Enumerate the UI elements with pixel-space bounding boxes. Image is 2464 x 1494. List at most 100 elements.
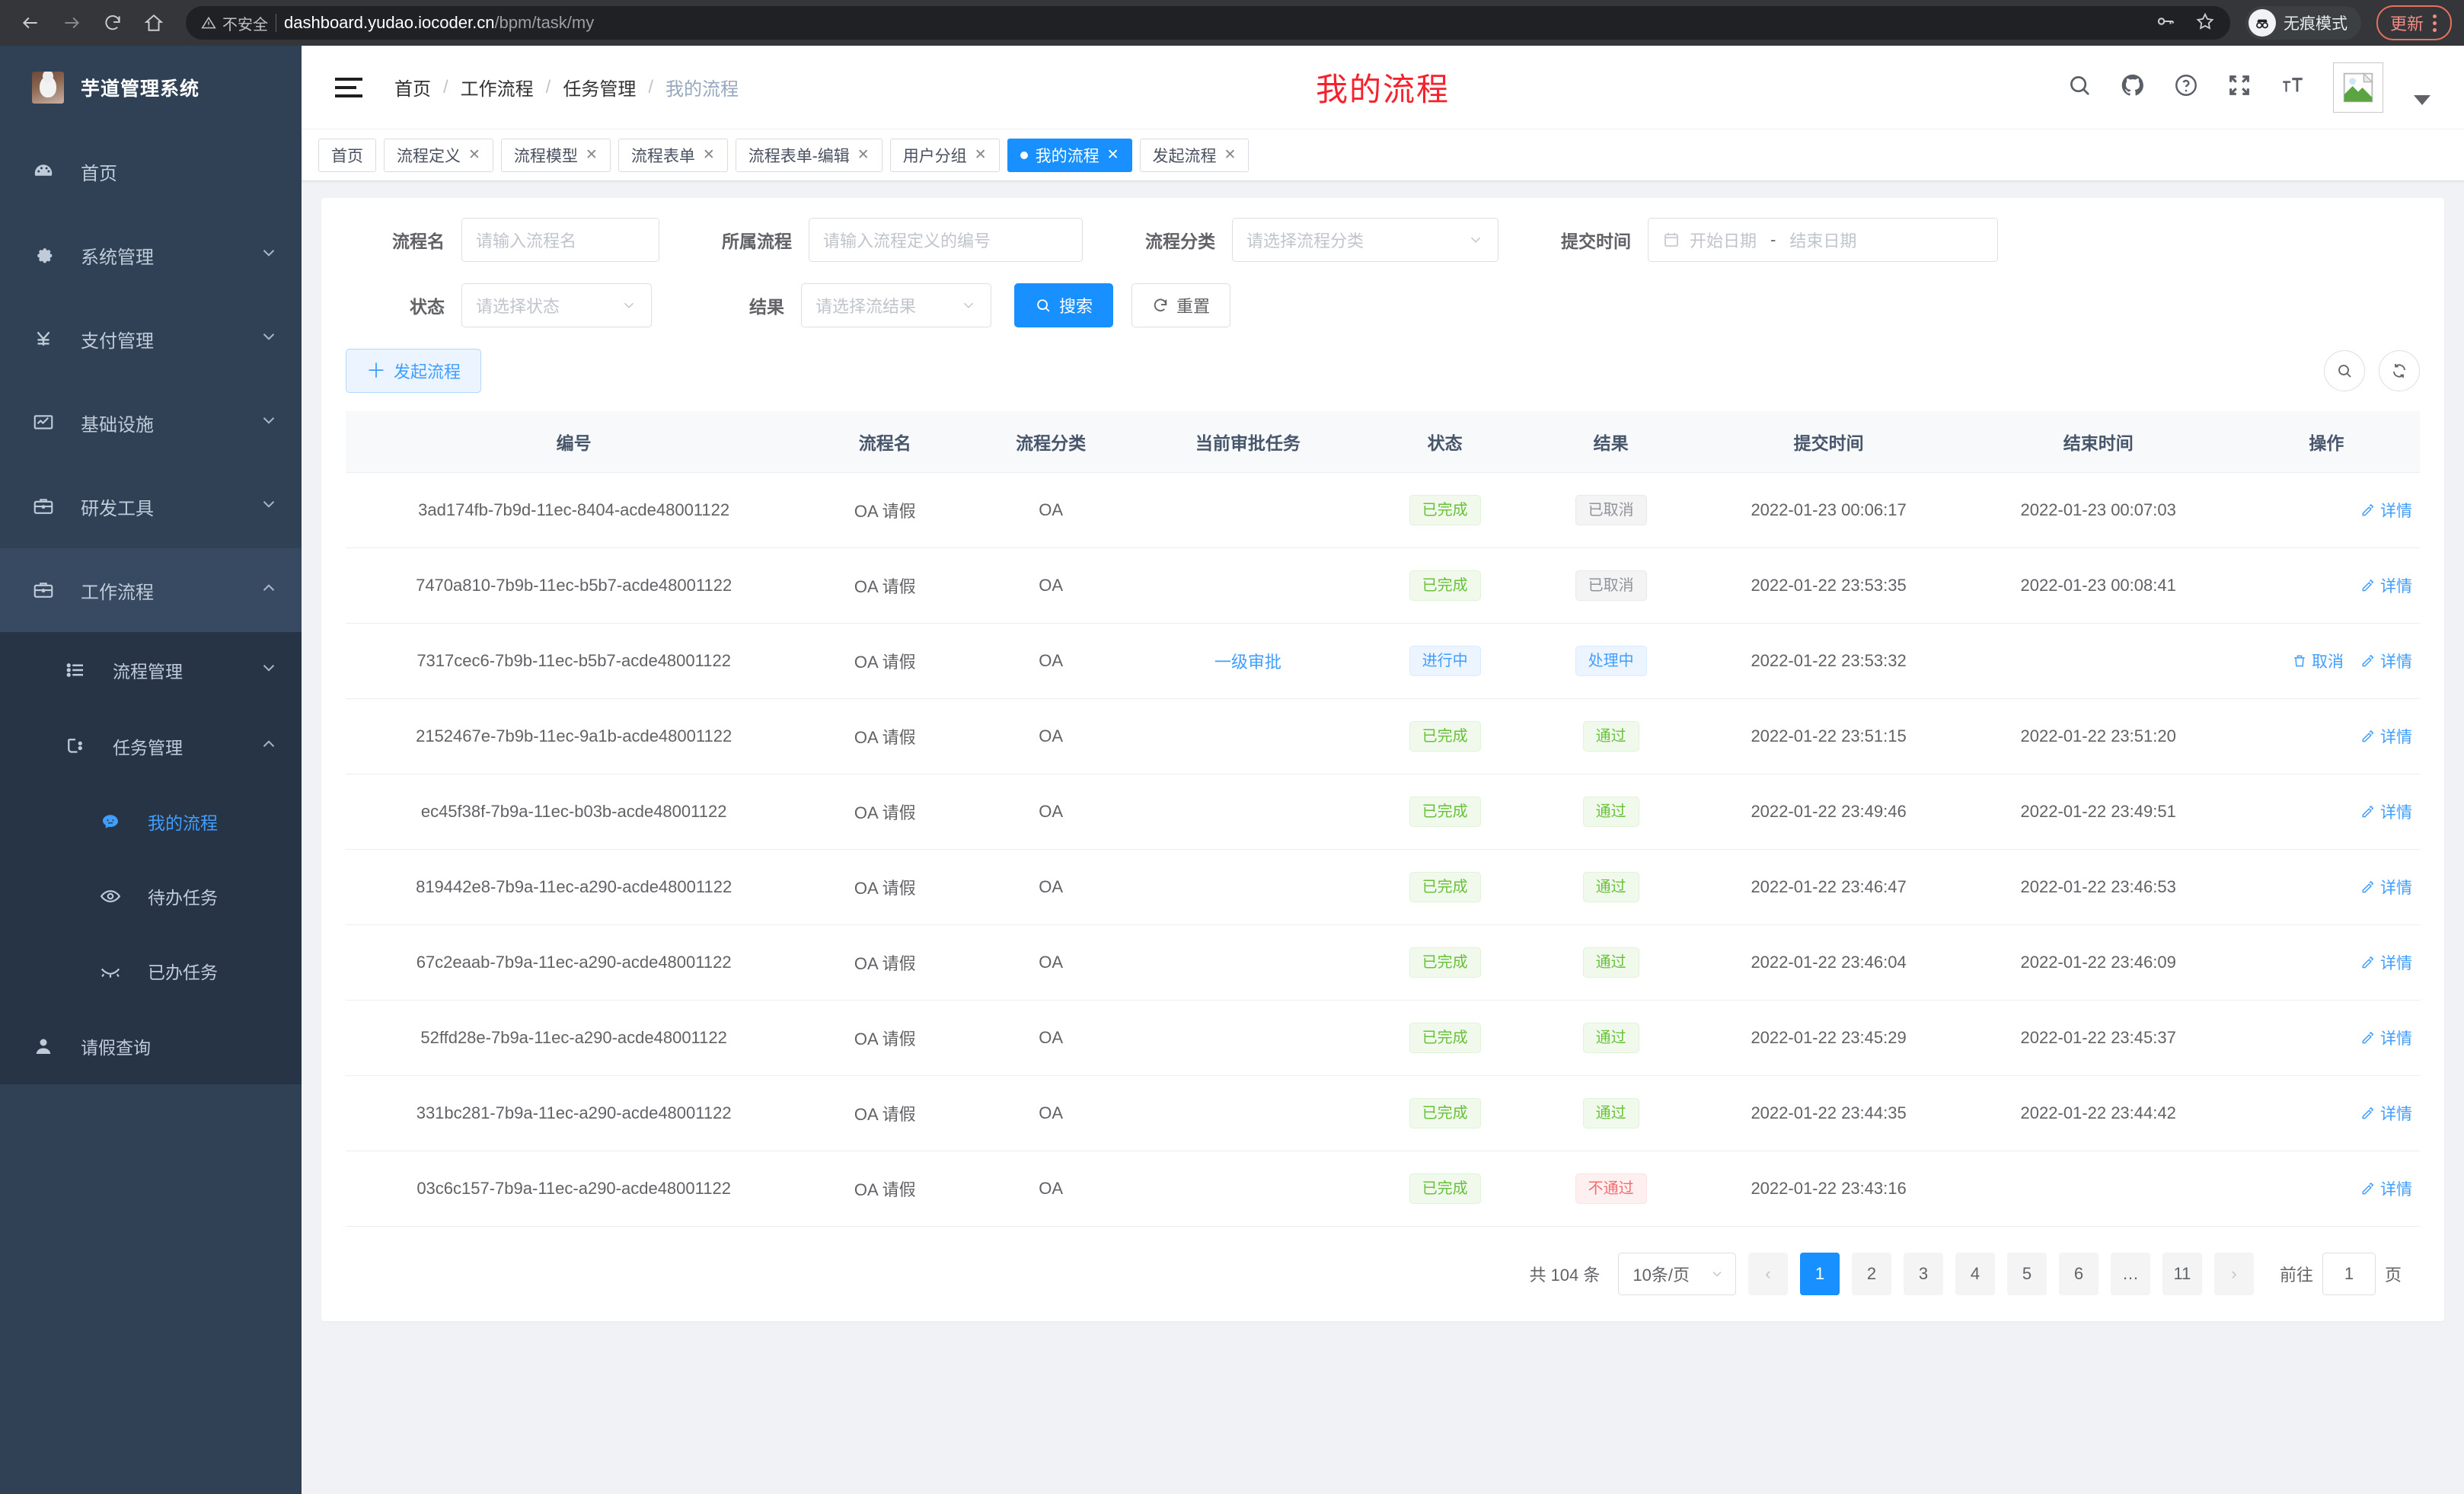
back-arrow-icon[interactable] xyxy=(12,5,49,41)
sidebar-item-devtools[interactable]: 研发工具 xyxy=(0,464,302,548)
three-dot-menu-icon[interactable] xyxy=(2427,14,2443,32)
detail-action-link[interactable]: 详情 xyxy=(2360,1177,2412,1200)
status-select[interactable]: 请选择状态 xyxy=(461,283,652,327)
create-process-button[interactable]: ＋ 发起流程 xyxy=(346,349,482,393)
tab-process-form-edit[interactable]: 流程表单-编辑 ✕ xyxy=(735,138,883,172)
current-task-link[interactable]: 一级审批 xyxy=(1214,652,1281,672)
process-name-input[interactable]: 请输入流程名 xyxy=(461,218,659,262)
table-row[interactable]: 2152467e-7b9b-11ec-9a1b-acde48001122 OA 请… xyxy=(346,698,2420,774)
table-row[interactable]: ec45f38f-7b9a-11ec-b03b-acde48001122 OA 请… xyxy=(346,774,2420,850)
chevron-down-icon[interactable] xyxy=(259,327,279,352)
detail-action-link[interactable]: 详情 xyxy=(2360,725,2412,748)
caret-down-icon[interactable] xyxy=(2414,94,2430,105)
table-row[interactable]: 52ffd28e-7b9a-11ec-a290-acde48001122 OA 请… xyxy=(346,1000,2420,1076)
tab-process-model[interactable]: 流程模型 ✕ xyxy=(500,138,611,172)
table-row[interactable]: 819442e8-7b9a-11ec-a290-acde48001122 OA 请… xyxy=(346,849,2420,925)
sidebar-item-home[interactable]: 首页 xyxy=(0,129,302,213)
tab-close-icon[interactable]: ✕ xyxy=(857,147,870,163)
github-icon[interactable] xyxy=(2120,72,2146,102)
tab-close-icon[interactable]: ✕ xyxy=(974,147,987,163)
sidebar-item-workflow[interactable]: 工作流程 xyxy=(0,548,302,632)
breadcrumb-item-0[interactable]: 首页 xyxy=(394,79,431,100)
sidebar-item-todo-task[interactable]: 待办任务 xyxy=(0,859,302,934)
chevron-down-icon[interactable] xyxy=(259,658,279,682)
sidebar-item-infrastructure[interactable]: 基础设施 xyxy=(0,381,302,464)
process-category-select[interactable]: 请选择流程分类 xyxy=(1232,218,1499,262)
tab-close-icon[interactable]: ✕ xyxy=(1224,147,1237,163)
address-bar[interactable]: 不安全 dashboard.yudao.iocoder.cn/bpm/task/… xyxy=(186,6,2230,40)
sidebar-item-payment[interactable]: 支付管理 xyxy=(0,297,302,381)
bookmark-star-icon[interactable] xyxy=(2195,11,2215,35)
pagination-page-2[interactable]: 2 xyxy=(1851,1252,1891,1295)
pagination-ellipsis[interactable]: … xyxy=(2110,1252,2150,1295)
detail-action-link[interactable]: 详情 xyxy=(2360,499,2412,522)
hamburger-menu-icon[interactable] xyxy=(335,77,362,97)
tab-process-form[interactable]: 流程表单 ✕ xyxy=(618,138,728,172)
detail-action-link[interactable]: 详情 xyxy=(2360,1026,2412,1049)
help-circle-icon[interactable] xyxy=(2173,72,2199,102)
page-size-select[interactable]: 10条/页 xyxy=(1618,1252,1736,1295)
tab-process-definition[interactable]: 流程定义 ✕ xyxy=(384,138,493,172)
forward-arrow-icon[interactable] xyxy=(53,5,90,41)
table-row[interactable]: 7317cec6-7b9b-11ec-b5b7-acde48001122 OA 请… xyxy=(346,623,2420,699)
tab-close-icon[interactable]: ✕ xyxy=(585,147,598,163)
breadcrumb-item-1[interactable]: 工作流程 xyxy=(460,79,534,100)
tab-close-icon[interactable]: ✕ xyxy=(468,147,480,163)
pagination-page-3[interactable]: 3 xyxy=(1903,1252,1943,1295)
table-row[interactable]: 67c2eaab-7b9a-11ec-a290-acde48001122 OA 请… xyxy=(346,924,2420,1001)
chevron-up-icon[interactable] xyxy=(259,734,279,758)
tab-user-group[interactable]: 用户分组 ✕ xyxy=(889,138,1000,172)
incognito-indicator[interactable]: 无痕模式 xyxy=(2245,6,2361,40)
detail-action-link[interactable]: 详情 xyxy=(2360,1102,2412,1125)
pagination-next-button[interactable]: › xyxy=(2213,1252,2254,1295)
sidebar-item-my-process[interactable]: 我的流程 xyxy=(0,784,302,859)
chevron-down-icon[interactable] xyxy=(259,494,279,519)
table-row[interactable]: 7470a810-7b9b-11ec-b5b7-acde48001122 OA 请… xyxy=(346,547,2420,624)
password-key-icon[interactable] xyxy=(2156,11,2175,35)
pagination-prev-button[interactable]: ‹ xyxy=(1747,1252,1788,1295)
sidebar-item-task-management[interactable]: 任务管理 xyxy=(0,708,302,784)
pagination-page-6[interactable]: 6 xyxy=(2058,1252,2099,1295)
pagination-page-1[interactable]: 1 xyxy=(1799,1252,1840,1295)
tab-my-process[interactable]: 我的流程 ✕ xyxy=(1007,138,1132,172)
sidebar-item-done-task[interactable]: 已办任务 xyxy=(0,934,302,1008)
font-size-icon[interactable] xyxy=(2280,72,2306,102)
update-label[interactable]: 更新 xyxy=(2389,14,2424,34)
table-refresh-icon[interactable] xyxy=(2379,350,2420,391)
update-button-group[interactable]: 更新 xyxy=(2376,5,2452,40)
search-icon[interactable] xyxy=(2067,72,2092,102)
chevron-down-icon[interactable] xyxy=(259,243,279,268)
avatar[interactable] xyxy=(2333,62,2383,113)
sidebar-item-system[interactable]: 系统管理 xyxy=(0,213,302,297)
cancel-action-link[interactable]: 取消 xyxy=(2292,650,2344,672)
tab-close-icon[interactable]: ✕ xyxy=(702,147,715,163)
tab-close-icon[interactable]: ✕ xyxy=(1106,147,1119,163)
detail-action-link[interactable]: 详情 xyxy=(2360,800,2412,823)
home-icon[interactable] xyxy=(136,5,172,41)
table-row[interactable]: 03c6c157-7b9a-11ec-a290-acde48001122 OA 请… xyxy=(346,1151,2420,1227)
pagination-page-11[interactable]: 11 xyxy=(2162,1252,2202,1295)
reset-button[interactable]: 重置 xyxy=(1131,283,1231,327)
sidebar-item-process-management[interactable]: 流程管理 xyxy=(0,632,302,708)
table-row[interactable]: 3ad174fb-7b9d-11ec-8404-acde48001122 OA 请… xyxy=(346,472,2420,548)
reload-icon[interactable] xyxy=(94,5,131,41)
submit-time-daterange[interactable]: 开始日期 - 结束日期 xyxy=(1648,218,1998,262)
pagination-page-5[interactable]: 5 xyxy=(2006,1252,2047,1295)
pagination-page-4[interactable]: 4 xyxy=(1955,1252,1995,1295)
chevron-up-icon[interactable] xyxy=(259,578,279,603)
table-row[interactable]: 331bc281-7b9a-11ec-a290-acde48001122 OA 请… xyxy=(346,1075,2420,1151)
detail-action-link[interactable]: 详情 xyxy=(2360,876,2412,899)
detail-action-link[interactable]: 详情 xyxy=(2360,951,2412,974)
belong-process-input[interactable]: 请输入流程定义的编号 xyxy=(809,218,1083,262)
tab-start-process[interactable]: 发起流程 ✕ xyxy=(1139,138,1250,172)
breadcrumb-item-2[interactable]: 任务管理 xyxy=(563,79,637,100)
tab-home[interactable]: 首页 xyxy=(318,138,376,172)
table-search-icon[interactable] xyxy=(2324,350,2365,391)
search-button[interactable]: 搜索 xyxy=(1014,283,1114,327)
brand[interactable]: 芋道管理系统 xyxy=(0,46,302,129)
detail-action-link[interactable]: 详情 xyxy=(2360,574,2412,597)
sidebar-item-leave-query[interactable]: 请假查询 xyxy=(0,1008,302,1084)
result-select[interactable]: 请选择流结果 xyxy=(801,283,991,327)
fullscreen-icon[interactable] xyxy=(2226,72,2252,102)
detail-action-link[interactable]: 详情 xyxy=(2360,650,2412,672)
